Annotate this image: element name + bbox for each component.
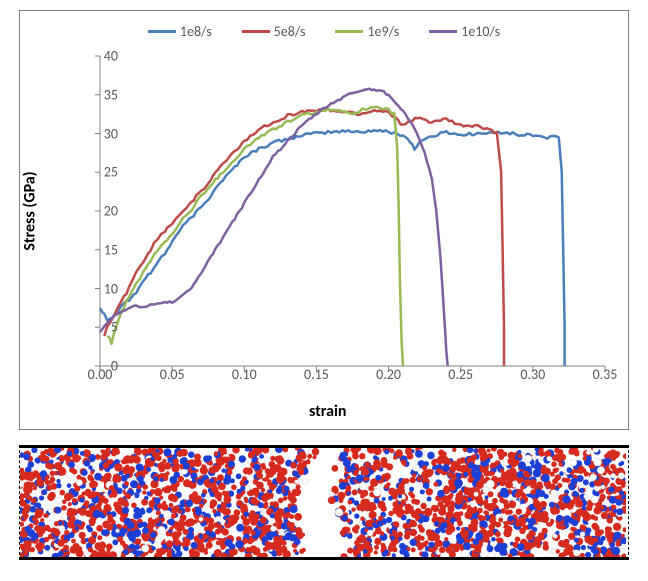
x-tick-label: 0.05 [160,366,185,383]
y-tick-label: 25 [78,164,118,181]
atoms-svg [20,448,626,557]
x-axis-label: strain [309,402,347,421]
legend-item: 5e8/s [242,23,306,40]
x-tick-label: 0.20 [376,366,401,383]
y-tick-label: 35 [78,86,118,103]
y-axis-label: Stress (GPa) [21,171,40,250]
legend-swatch [335,30,363,33]
x-tick-label: 0.00 [88,366,113,383]
legend-item: 1e9/s [335,23,399,40]
y-tick-label: 10 [78,280,118,297]
stress-strain-chart: 1e8/s 5e8/s 1e9/s 1e10/s Stress (GPa) strai… [19,10,629,430]
legend-label: 1e10/s [461,23,500,40]
y-tick-label: 20 [78,203,118,220]
series-line [100,130,565,366]
plot-area [100,56,605,366]
series-line [107,107,403,366]
legend-swatch [242,30,270,33]
x-tick-label: 0.35 [593,366,618,383]
y-tick-label: 15 [78,241,118,258]
y-tick-label: 40 [78,48,118,65]
x-tick-label: 0.25 [448,366,473,383]
legend-label: 1e8/s [180,23,212,40]
legend-item: 1e10/s [429,23,500,40]
legend-label: 5e8/s [274,23,306,40]
legend-label: 1e9/s [367,23,399,40]
md-simulation-snapshot [19,445,629,560]
x-tick-label: 0.30 [520,366,545,383]
legend: 1e8/s 5e8/s 1e9/s 1e10/s [20,11,628,40]
x-tick-label: 0.10 [232,366,257,383]
legend-swatch [429,30,457,33]
legend-item: 1e8/s [148,23,212,40]
x-tick-label: 0.15 [304,366,329,383]
legend-swatch [148,30,176,33]
y-tick-label: 5 [78,319,118,336]
y-tick-label: 30 [78,125,118,142]
plot-svg [100,56,605,366]
